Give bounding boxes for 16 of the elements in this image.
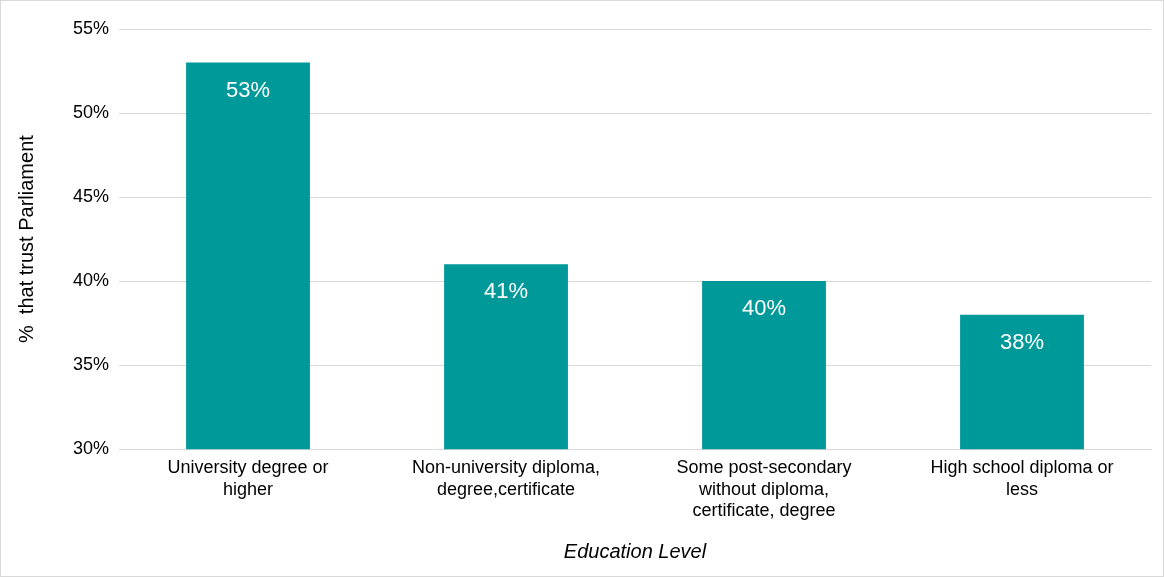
y-axis-title: % that trust Parliament [14,134,37,344]
y-tick-label: 50% [73,102,110,123]
y-tick-label: 55% [73,17,110,38]
x-tick-label: University degree or higher [167,456,329,499]
data-label: 40% [741,295,787,321]
data-label: 38% [999,328,1045,354]
y-tick-label: 30% [73,438,110,459]
y-tick-label: 45% [73,186,110,207]
data-label: 41% [483,278,529,304]
y-tick-label: 40% [73,270,110,291]
x-tick-label: High school diploma or less [930,456,1114,499]
x-axis-title: Education Level [563,539,707,562]
x-tick-label: Non-university diploma, degree,certificate [411,456,601,499]
y-tick-label: 35% [73,354,110,375]
data-label: 53% [226,76,271,102]
x-tick-label: Some post-secondary without diploma, certificate, degree [676,456,852,521]
